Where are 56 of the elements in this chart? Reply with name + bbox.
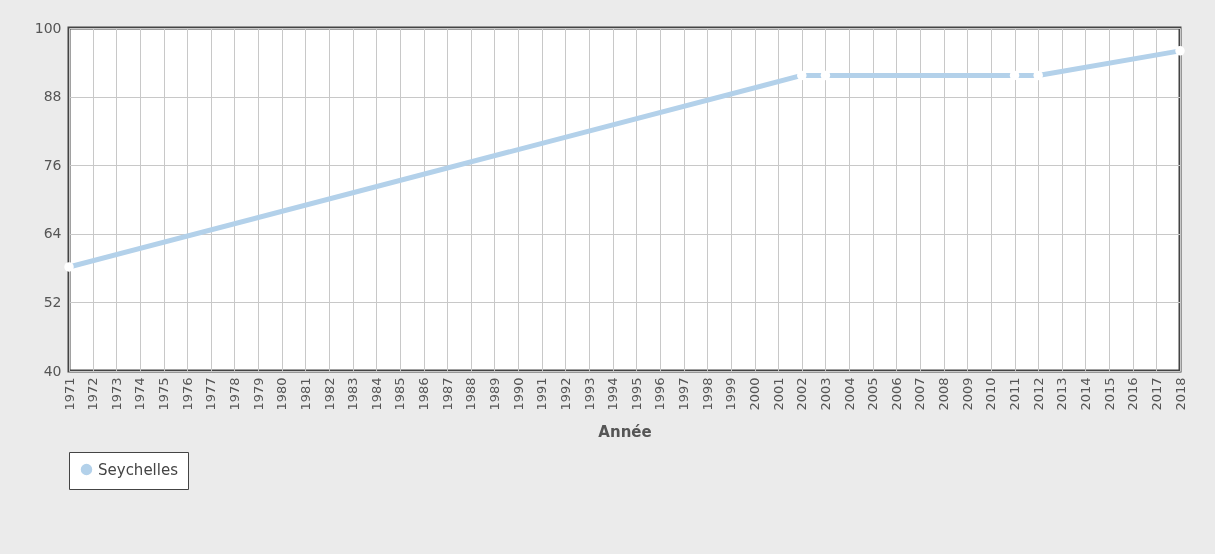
x-tick-label: 2009 xyxy=(959,377,975,411)
x-tick-label: 1988 xyxy=(463,377,479,411)
x-tick-label: 1980 xyxy=(274,377,290,411)
y-tick-label: 52 xyxy=(43,293,62,310)
x-tick-label: 2007 xyxy=(912,377,928,411)
x-tick-label: 1993 xyxy=(581,377,597,411)
x-tick-label: 1986 xyxy=(416,377,432,411)
x-tick-label: 1997 xyxy=(676,377,692,411)
x-tick-label: 2017 xyxy=(1148,377,1164,411)
x-tick-label: 1990 xyxy=(510,377,526,411)
x-tick-label: 1998 xyxy=(699,377,715,411)
x-tick-label: 1999 xyxy=(723,377,739,411)
x-tick-label: 2006 xyxy=(888,377,904,411)
y-tick-label: 40 xyxy=(43,362,62,379)
x-axis-title: Année xyxy=(598,422,652,441)
x-tick-label: 1973 xyxy=(108,377,124,411)
y-tick-label: 88 xyxy=(43,88,62,105)
x-tick-label: 1985 xyxy=(392,377,408,411)
x-tick-label: 1976 xyxy=(179,377,195,411)
x-tick-label: 2010 xyxy=(983,377,999,411)
x-tick-label: 1977 xyxy=(203,377,219,411)
x-tick-label: 2016 xyxy=(1125,377,1141,411)
x-tick-label: 2013 xyxy=(1054,377,1070,411)
x-tick-label: 1983 xyxy=(345,377,361,411)
x-tick-label: 2015 xyxy=(1101,377,1117,411)
x-tick-label: 2008 xyxy=(936,377,952,411)
x-tick-label: 1995 xyxy=(628,377,644,411)
x-tick-label: 1972 xyxy=(85,377,101,411)
x-tick-label: 2004 xyxy=(841,377,857,411)
x-tick-label: 1987 xyxy=(439,377,455,411)
x-tick-label: 1971 xyxy=(61,377,77,411)
x-tick-label: 2000 xyxy=(747,377,763,411)
x-tick-label: 2003 xyxy=(817,377,833,411)
x-tick-label: 1994 xyxy=(605,377,621,411)
x-tick-label: 1981 xyxy=(297,377,313,411)
y-tick-label: 100 xyxy=(34,19,62,36)
x-tick-label: 1991 xyxy=(534,377,550,411)
x-tick-label: 1978 xyxy=(226,377,242,411)
x-tick-label: 1975 xyxy=(156,377,172,411)
x-tick-label: 2005 xyxy=(865,377,881,411)
x-tick-label: 2014 xyxy=(1077,377,1093,411)
x-tick-label: 1984 xyxy=(368,377,384,411)
x-tick-label: 2018 xyxy=(1172,377,1188,411)
x-tick-label: 2001 xyxy=(770,377,786,411)
x-tick-label: 1974 xyxy=(132,377,148,411)
x-tick-label: 1979 xyxy=(250,377,266,411)
y-tick-label: 64 xyxy=(43,225,62,242)
x-tick-label: 2011 xyxy=(1007,377,1023,411)
x-tick-label: 2012 xyxy=(1030,377,1046,411)
x-tick-label: 1989 xyxy=(486,377,502,411)
y-tick-label: 76 xyxy=(43,156,62,173)
x-tick-label: 1996 xyxy=(652,377,668,411)
x-tick-label: 1982 xyxy=(321,377,337,411)
x-tick-label: 2002 xyxy=(794,377,810,411)
legend-label: Seychelles xyxy=(98,460,179,479)
x-tick-label: 1992 xyxy=(557,377,573,411)
